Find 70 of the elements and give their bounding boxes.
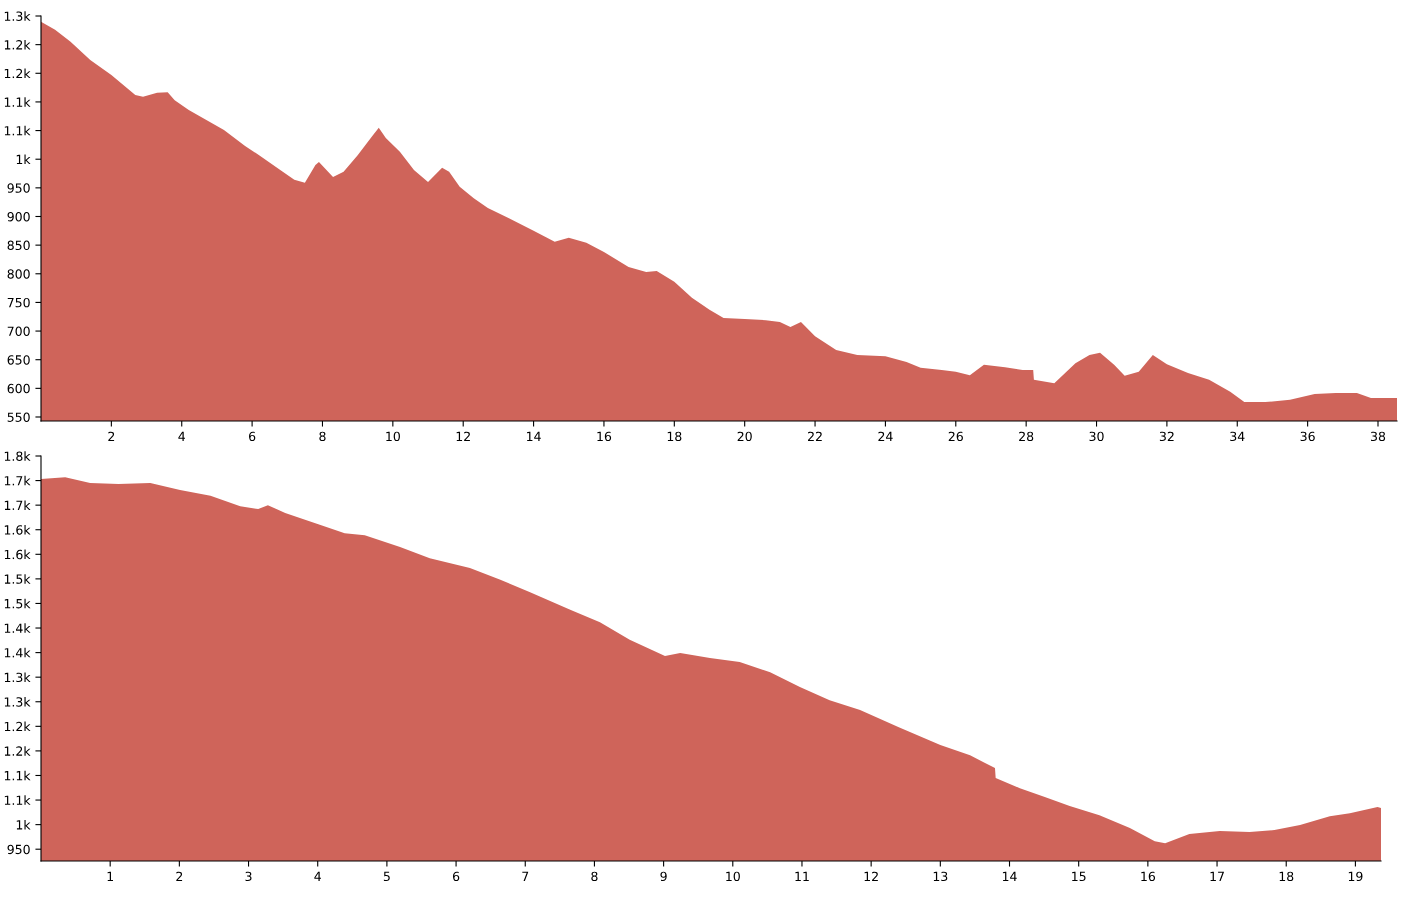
x-tick-label: 4 xyxy=(314,871,321,881)
x-tick-label: 16 xyxy=(1141,871,1156,882)
x-tick-label: 3 xyxy=(245,871,252,882)
y-tick-label: 1.2k xyxy=(4,39,31,50)
x-tick-label: 14 xyxy=(1002,871,1017,881)
y-tick-label: 600 xyxy=(7,383,30,394)
y-tick-label: 1.3k xyxy=(4,672,31,683)
y-tick-label: 1.1k xyxy=(4,97,31,107)
y-tick-label: 1.4k xyxy=(4,647,31,658)
x-tick-label: 14 xyxy=(527,431,541,441)
y-tick-label: 950 xyxy=(7,844,30,855)
x-tick-label: 8 xyxy=(591,871,598,882)
x-tick-label: 18 xyxy=(1279,871,1294,882)
x-tick-label: 18 xyxy=(667,431,682,442)
y-tick-label: 1.3k xyxy=(4,11,31,21)
x-tick-label: 17 xyxy=(1210,871,1224,881)
y-tick-label: 1.8k xyxy=(4,451,31,461)
x-tick-label: 6 xyxy=(452,871,460,882)
x-tick-label: 38 xyxy=(1371,431,1386,442)
x-tick-label: 19 xyxy=(1348,871,1363,882)
y-tick-label: 800 xyxy=(7,269,30,279)
y-tick-label: 1.1k xyxy=(4,795,31,805)
x-tick-label: 32 xyxy=(1159,431,1174,442)
x-tick-label: 10 xyxy=(386,431,400,442)
x-tick-label: 11 xyxy=(795,871,809,881)
y-tick-label: 1.4k xyxy=(4,623,31,633)
x-tick-label: 4 xyxy=(178,431,186,441)
x-tick-label: 28 xyxy=(1019,431,1034,442)
x-tick-label: 12 xyxy=(456,431,470,441)
x-tick-label: 12 xyxy=(864,871,878,881)
x-tick-label: 22 xyxy=(808,431,822,441)
y-tick-label: 550 xyxy=(7,412,30,422)
x-tick-label: 36 xyxy=(1300,431,1315,442)
y-tick-label: 950 xyxy=(7,183,30,193)
y-tick-label: 1.1k xyxy=(4,125,31,136)
y-tick-label: 1.2k xyxy=(4,721,31,732)
y-tick-label: 1.5k xyxy=(4,574,31,584)
x-tick-label: 16 xyxy=(597,431,612,442)
y-tick-label: 1.6k xyxy=(4,524,31,535)
x-tick-label: 2 xyxy=(176,871,183,881)
y-tick-label: 1k xyxy=(16,154,31,164)
y-tick-label: 1.7k xyxy=(4,475,31,486)
x-tick-label: 6 xyxy=(249,431,256,442)
x-tick-label: 5 xyxy=(383,871,390,882)
x-tick-label: 9 xyxy=(660,871,667,882)
y-tick-label: 650 xyxy=(7,355,30,365)
y-tick-label: 700 xyxy=(7,326,30,336)
x-tick-label: 30 xyxy=(1089,431,1104,442)
y-tick-label: 1k xyxy=(16,819,31,830)
y-tick-label: 1.2k xyxy=(4,746,31,756)
y-tick-label: 900 xyxy=(7,211,30,222)
y-tick-label: 850 xyxy=(7,240,30,251)
y-tick-label: 750 xyxy=(7,297,30,308)
y-tick-label: 1.2k xyxy=(4,68,31,79)
x-tick-label: 8 xyxy=(319,431,326,442)
y-tick-label: 1.5k xyxy=(4,598,31,609)
x-tick-label: 34 xyxy=(1230,431,1245,442)
x-tick-label: 10 xyxy=(726,871,740,882)
y-tick-label: 1.1k xyxy=(4,770,31,781)
y-tick-label: 1.6k xyxy=(4,549,31,560)
y-tick-label: 1.3k xyxy=(4,697,31,707)
x-tick-label: 24 xyxy=(878,431,893,441)
x-tick-label: 15 xyxy=(1072,871,1086,882)
x-tick-label: 1 xyxy=(107,871,113,881)
x-tick-label: 7 xyxy=(522,871,529,881)
x-tick-label: 2 xyxy=(108,431,115,441)
x-tick-label: 13 xyxy=(933,871,948,882)
x-tick-label: 26 xyxy=(948,431,963,442)
y-tick-label: 1.7k xyxy=(4,500,31,510)
x-tick-label: 20 xyxy=(737,431,752,442)
